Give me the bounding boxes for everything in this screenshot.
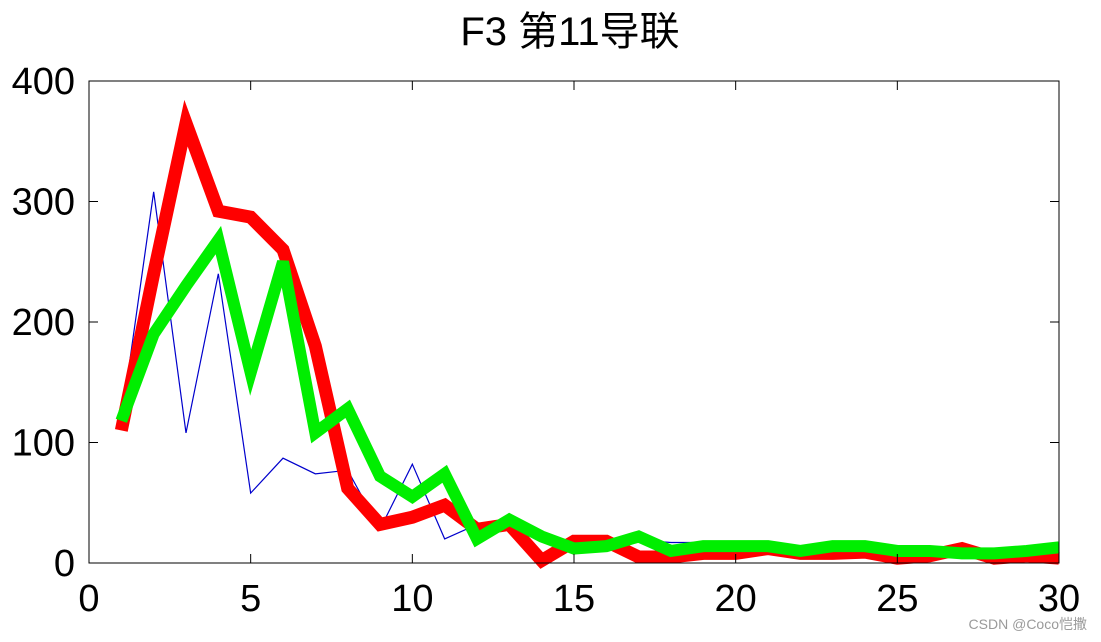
- x-tick-label: 15: [553, 578, 595, 620]
- series-green-line: [115, 225, 1060, 560]
- y-tick-label: 300: [12, 182, 75, 224]
- series-red-line: [114, 99, 1060, 569]
- chart-title: F3 第11导联: [460, 10, 679, 54]
- x-tick-label: 0: [78, 578, 99, 620]
- watermark: CSDN @Coco恺撒: [968, 616, 1087, 632]
- series-blue-line: [120, 191, 1060, 556]
- x-tick-label: 25: [876, 578, 918, 620]
- series-layer: [114, 99, 1060, 569]
- x-tick-label: 5: [240, 578, 261, 620]
- x-tick-labels: 0 5 10 15 20 25 30: [78, 578, 1080, 620]
- y-tick-label: 200: [12, 302, 75, 344]
- y-tick-label: 100: [12, 423, 75, 465]
- x-tick-label: 10: [391, 578, 433, 620]
- x-tick-label: 30: [1038, 578, 1080, 620]
- ticks-layer: [88, 80, 1060, 564]
- y-tick-labels: 0 100 200 300 400: [12, 61, 75, 585]
- y-tick-label: 400: [12, 61, 75, 103]
- y-tick-label: 0: [54, 543, 75, 585]
- x-tick-label: 20: [715, 578, 757, 620]
